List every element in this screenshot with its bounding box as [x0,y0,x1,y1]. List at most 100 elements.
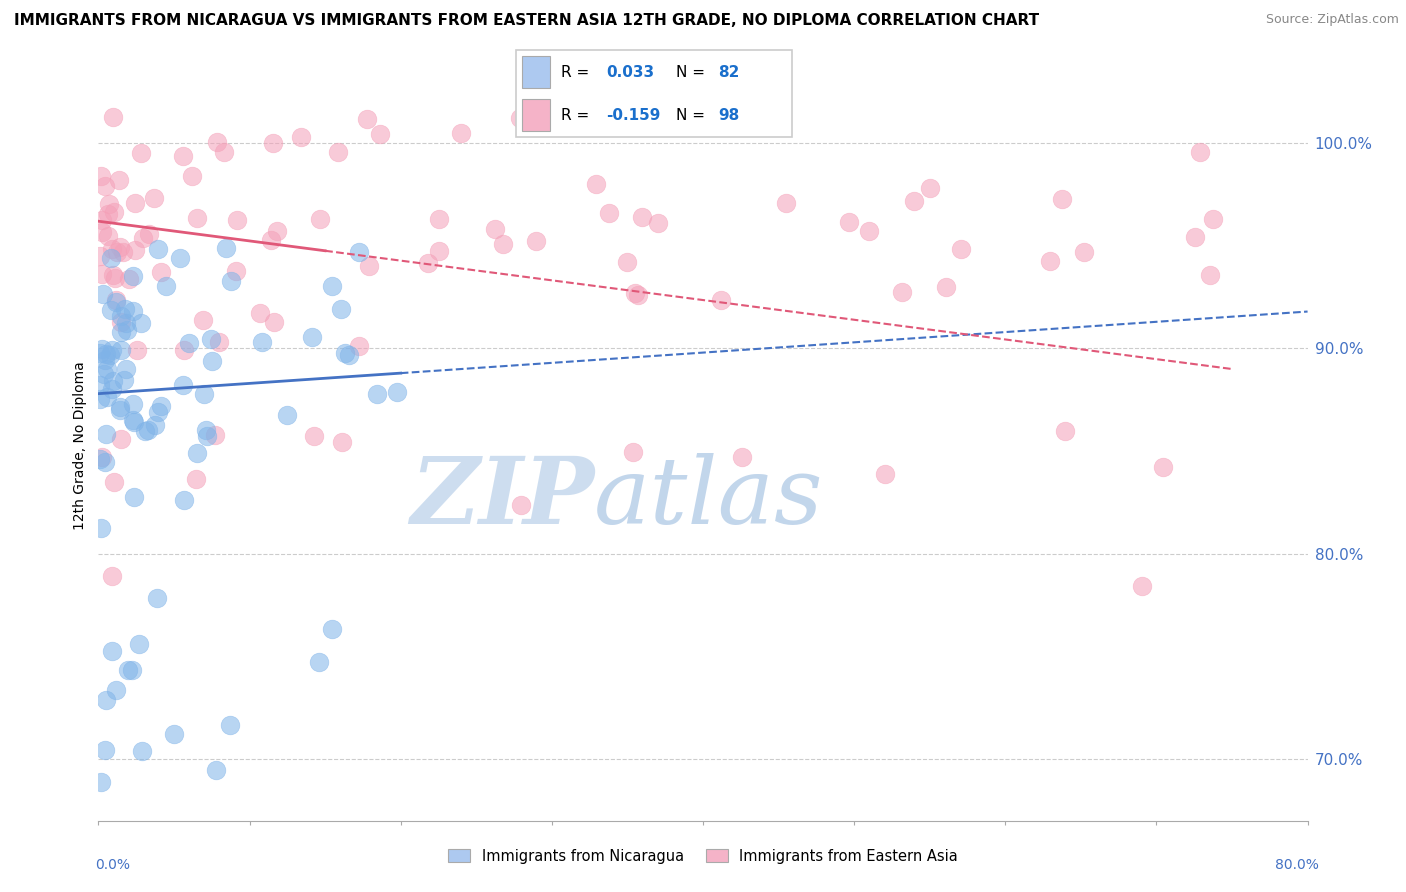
Point [918,180,941,194]
Point [101,374,124,388]
Point [260,233,283,247]
Point [337,347,360,361]
Point [91,267,114,281]
Point [125,343,148,358]
Point [108,240,131,254]
Point [172,377,194,392]
Point [101,343,124,357]
Point [90,169,112,183]
Point [146,405,169,419]
Point [207,135,229,149]
FancyBboxPatch shape [522,99,550,131]
Point [108,402,131,417]
Point [89,345,111,359]
Point [103,205,125,219]
Point [429,212,451,227]
Point [290,130,312,145]
Point [134,424,156,438]
Point [1199,268,1222,283]
Point [181,169,204,183]
Point [838,215,860,229]
Point [524,234,547,248]
Point [110,433,132,447]
Point [935,280,957,294]
Point [326,145,349,159]
Point [329,302,352,317]
Point [172,149,194,163]
Point [510,498,533,512]
Text: R =: R = [561,65,595,79]
Text: 82: 82 [718,65,740,79]
Point [598,205,620,219]
Point [903,194,925,208]
Point [215,241,238,255]
Point [1184,229,1206,244]
FancyBboxPatch shape [522,56,550,88]
Point [115,362,138,376]
Point [333,345,356,359]
Point [101,382,124,396]
Point [330,434,353,449]
Point [219,274,242,288]
Text: 0.033: 0.033 [606,65,654,79]
Point [585,177,607,191]
Point [349,339,371,353]
Point [114,302,136,317]
Point [94,179,117,194]
Point [1050,193,1073,207]
Text: atlas: atlas [595,453,824,543]
Point [1202,212,1225,227]
Point [179,336,201,351]
Point [91,342,114,356]
Point [186,211,208,226]
Point [115,323,138,337]
Point [201,354,224,368]
Point [101,643,124,657]
Point [104,270,127,285]
Point [100,302,122,317]
Point [226,213,249,227]
Point [173,493,195,508]
Point [710,293,733,308]
Point [110,400,132,414]
Point [117,663,139,677]
Point [91,287,114,301]
Point [90,521,112,535]
Point [103,268,125,282]
Point [308,655,330,669]
Point [136,423,159,437]
Point [1073,245,1095,260]
Point [121,663,143,677]
Point [492,236,515,251]
Point [416,256,439,270]
Point [90,450,112,464]
Point [249,305,271,319]
Text: -0.159: -0.159 [606,108,661,122]
Point [186,446,208,460]
Text: 0.0%: 0.0% [96,858,131,872]
Text: IMMIGRANTS FROM NICARAGUA VS IMMIGRANTS FROM EASTERN ASIA 12TH GRADE, NO DIPLOMA: IMMIGRANTS FROM NICARAGUA VS IMMIGRANTS … [14,13,1039,29]
Point [193,313,215,327]
Point [96,390,118,404]
Point [200,332,222,346]
Point [107,173,129,187]
Point [94,427,117,442]
Point [205,764,228,778]
Point [124,196,146,211]
Point [262,136,284,151]
Point [145,591,167,605]
Point [225,264,247,278]
Point [94,347,117,361]
Point [775,195,797,210]
Point [204,427,226,442]
Point [128,637,150,651]
Point [252,335,274,350]
Point [1130,579,1153,593]
Text: N =: N = [676,65,710,79]
Point [1039,254,1062,268]
Point [129,146,152,161]
Point [195,429,218,443]
Point [276,408,298,422]
Point [149,265,172,279]
Point [301,330,323,344]
